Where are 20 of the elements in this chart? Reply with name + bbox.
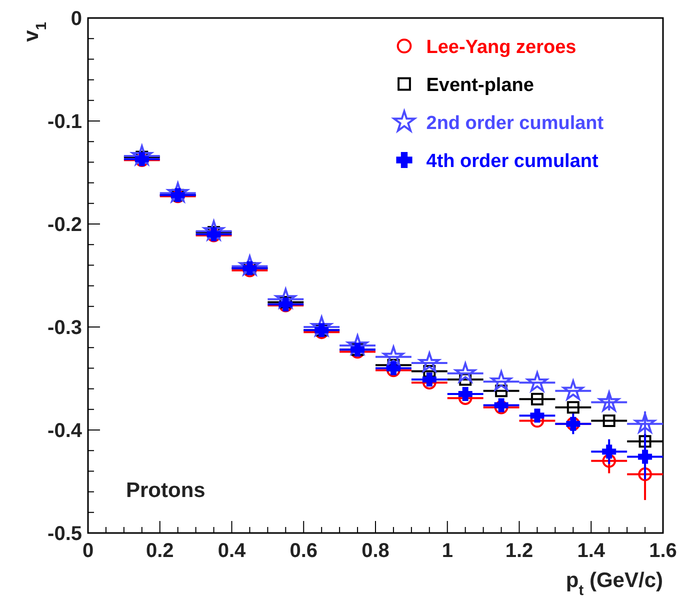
x-tick-label: 0.2 — [146, 540, 174, 562]
x-tick-label: 0.8 — [362, 540, 390, 562]
y-tick-label: -0.1 — [48, 111, 82, 133]
x-tick-label: 0.4 — [218, 540, 247, 562]
y-tick-label: -0.5 — [48, 523, 82, 545]
x-tick-label: 1.4 — [577, 540, 606, 562]
y-tick-label: -0.4 — [48, 420, 83, 442]
x-tick-label: 0.6 — [290, 540, 318, 562]
legend-label: Event-plane — [426, 75, 534, 96]
x-tick-label: 1.6 — [649, 540, 677, 562]
x-tick-label: 1.2 — [505, 540, 534, 562]
x-tick-label: 1 — [442, 540, 453, 562]
y-tick-label: 0 — [70, 8, 82, 30]
legend-label: Lee-Yang zeroes — [426, 37, 576, 58]
y-tick-label: -0.2 — [48, 214, 82, 236]
legend-label: 4th order cumulant — [426, 151, 599, 172]
annotation: Protons — [126, 479, 206, 502]
x-axis-title: p$_{t}$ (GeV/c) — [566, 569, 663, 599]
legend-label: 2nd order cumulant — [426, 113, 604, 134]
y-tick-label: -0.3 — [48, 317, 82, 339]
